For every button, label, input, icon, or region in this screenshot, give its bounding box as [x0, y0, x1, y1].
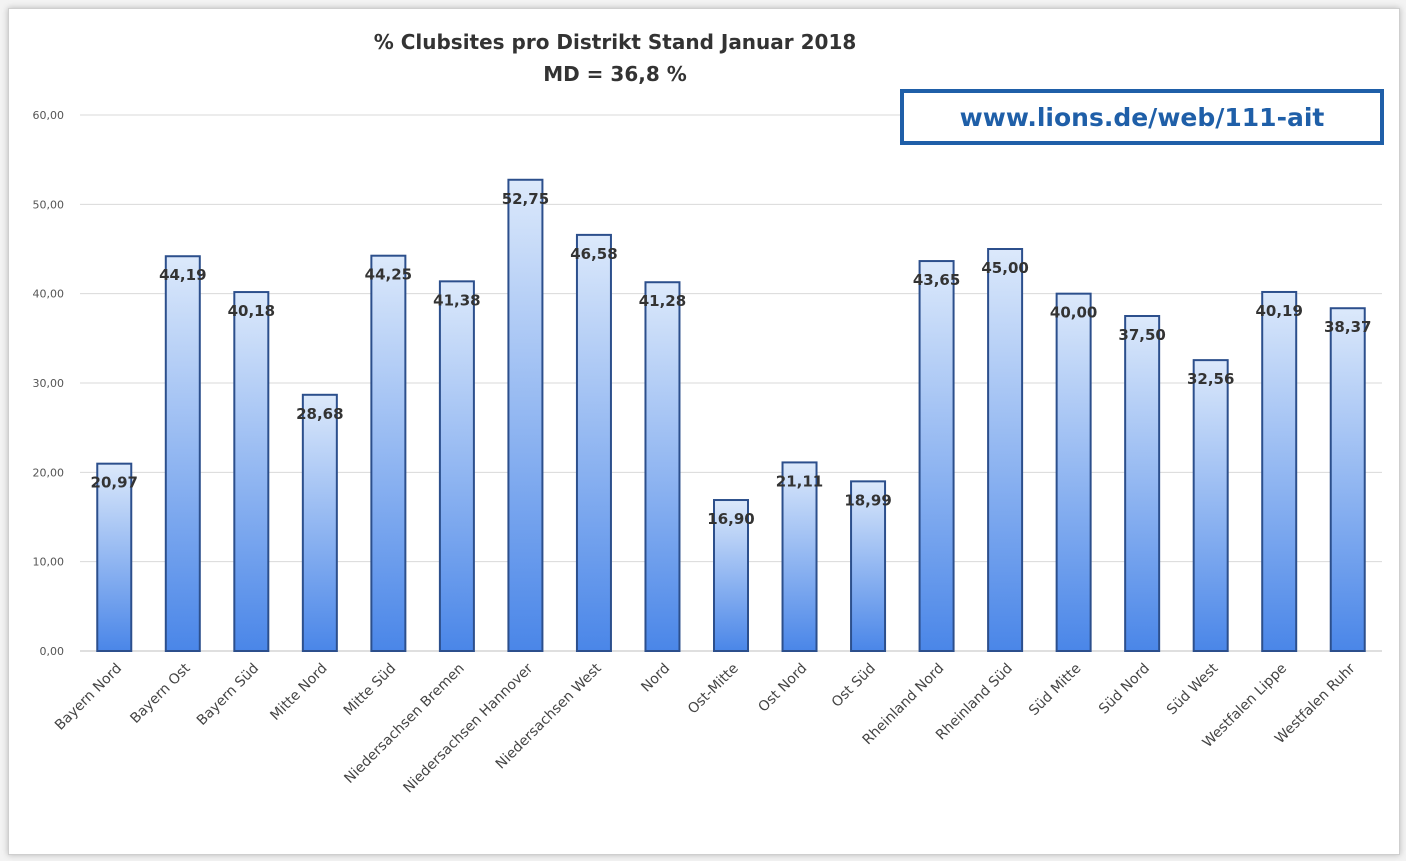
- chart-title: % Clubsites pro Distrikt Stand Januar 20…: [373, 30, 857, 54]
- data-label: 38,37: [1324, 318, 1371, 336]
- category-label: Bayern Ost: [127, 660, 194, 727]
- data-label: 40,00: [1050, 304, 1097, 322]
- category-label: Süd West: [1164, 660, 1222, 718]
- chart-subtitle: MD = 36,8 %: [543, 62, 687, 86]
- bar: [1192, 359, 1229, 652]
- category-label: Süd Nord: [1096, 661, 1153, 718]
- bar: [233, 291, 270, 652]
- label-layer: 20,97 44,19 40,18 28,68 44,25 41,38 52,75 46,58…: [91, 190, 1372, 528]
- bar: [1055, 292, 1092, 652]
- category-label: Ost-Mitte: [685, 661, 742, 718]
- url-annotation[interactable]: www.lions.de/web/111-ait: [900, 89, 1384, 145]
- category-label: Nord: [638, 661, 673, 696]
- y-tick-label: 20,00: [33, 466, 65, 479]
- data-label: 16,90: [707, 510, 754, 528]
- y-tick-label: 40,00: [33, 288, 65, 301]
- category-layer: Bayern Nord Bayern Ost Bayern Süd Mitte Nor…: [52, 660, 1359, 796]
- data-label: 41,28: [639, 292, 686, 310]
- y-tick-label: 50,00: [33, 198, 65, 211]
- category-label: Ost Nord: [755, 661, 810, 716]
- bar: [1124, 315, 1161, 652]
- category-label: Niedersachsen Bremen: [341, 661, 467, 787]
- bar-layer: [96, 178, 1366, 652]
- bar: [987, 248, 1024, 652]
- bar: [850, 480, 887, 652]
- category-label: Niedersachsen Hannover: [400, 660, 536, 796]
- y-tick-label: 60,00: [33, 109, 65, 122]
- data-label: 21,11: [776, 472, 823, 490]
- data-label: 43,65: [913, 271, 960, 289]
- bar: [1261, 290, 1298, 652]
- data-label: 46,58: [570, 245, 617, 263]
- category-label: Mitte Nord: [267, 661, 330, 724]
- bar: [918, 260, 955, 652]
- bar: [644, 281, 681, 652]
- y-tick-label: 10,00: [33, 556, 65, 569]
- category-label: Ost Süd: [829, 661, 879, 711]
- bar: [438, 280, 475, 652]
- bar: [575, 233, 612, 652]
- category-label: Süd Mitte: [1026, 661, 1084, 719]
- y-tick-label: 30,00: [33, 377, 65, 390]
- data-label: 44,19: [159, 266, 206, 284]
- data-label: 40,18: [228, 302, 275, 320]
- data-label: 20,97: [91, 474, 138, 492]
- category-label: Bayern Süd: [194, 661, 262, 729]
- bar: [164, 255, 201, 652]
- bar: [370, 254, 407, 652]
- bar: [301, 393, 338, 652]
- bar: [96, 462, 133, 652]
- category-label: Mitte Süd: [341, 661, 399, 719]
- data-label: 18,99: [844, 491, 891, 509]
- data-label: 32,56: [1187, 370, 1234, 388]
- data-label: 44,25: [365, 266, 412, 284]
- data-label: 52,75: [502, 190, 549, 208]
- data-label: 45,00: [981, 259, 1028, 277]
- bar: [1329, 307, 1366, 652]
- url-text[interactable]: www.lions.de/web/111-ait: [959, 102, 1325, 132]
- bar: [781, 461, 818, 652]
- data-label: 41,38: [433, 291, 480, 309]
- data-label: 40,19: [1255, 302, 1302, 320]
- data-label: 28,68: [296, 405, 343, 423]
- bar: [713, 499, 749, 652]
- data-label: 37,50: [1118, 326, 1165, 344]
- y-tick-label: 0,00: [40, 645, 65, 658]
- bar: [507, 178, 544, 652]
- category-label: Bayern Nord: [52, 661, 125, 734]
